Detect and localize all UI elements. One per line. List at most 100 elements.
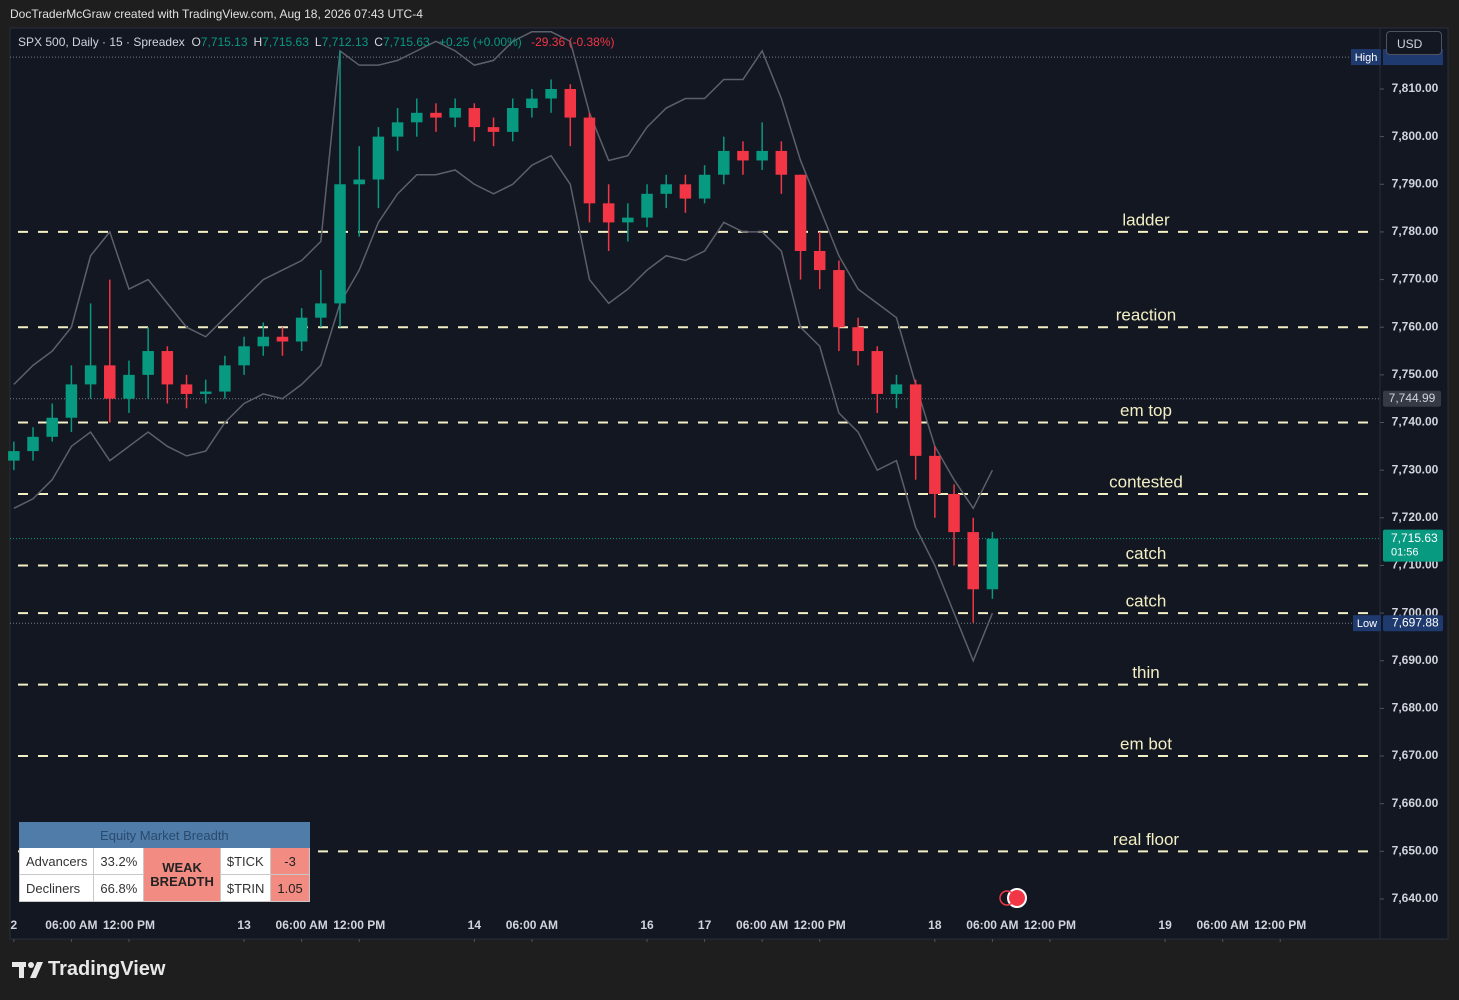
level-label: em top [1120, 401, 1172, 420]
currency-button[interactable]: USD [1386, 31, 1442, 55]
ohlc-key: O [191, 35, 201, 49]
cell: -3 [270, 847, 310, 875]
y-tick-label: 7,640.00 [1392, 891, 1439, 905]
level-label: catch [1126, 544, 1167, 563]
x-tick-label: 13 [237, 918, 251, 932]
ohlc-key: L [314, 35, 322, 49]
candle-body [756, 150, 768, 161]
candle-body [506, 108, 519, 132]
candle-body [142, 351, 154, 375]
chart-background [9, 27, 1449, 940]
cell: Decliners [18, 874, 95, 902]
change: +0.25 (+0.00%) [439, 35, 522, 49]
legend: SPX 500, Daily · 15 · Spreadex O7,715.13… [18, 35, 614, 49]
candle-body [545, 88, 557, 99]
price-badge [1383, 529, 1443, 562]
candle-body [641, 193, 653, 218]
candle-body [449, 108, 461, 118]
cell: Advancers [18, 847, 95, 875]
cell: 66.8% [93, 874, 145, 902]
y-tick-label: 7,720.00 [1392, 510, 1439, 524]
x-tick-label: 06:00 AM [45, 918, 97, 932]
x-tick-label: 18 [928, 918, 942, 932]
x-tick-label: 06:00 AM [506, 918, 558, 932]
candle-body [84, 365, 97, 385]
candle-body [199, 391, 212, 394]
ohlc-value: 7,715.13 [200, 35, 248, 49]
candle-body [794, 174, 807, 251]
candle-body [391, 122, 404, 137]
y-tick-label: 7,800.00 [1392, 129, 1439, 143]
tag-label: High [1355, 52, 1378, 64]
ohlc-value: 7,715.63 [262, 35, 309, 49]
y-tick-label: 7,670.00 [1392, 748, 1439, 762]
x-tick-label: 19 [1158, 918, 1172, 932]
candle-body [813, 250, 826, 271]
candle-body [430, 112, 442, 118]
y-tick-label: 7,780.00 [1392, 224, 1439, 238]
price-badge-label: 7,697.88 [1392, 615, 1439, 629]
x-tick-label: 06:00 AM [276, 918, 328, 932]
y-tick-label: 7,660.00 [1392, 796, 1439, 810]
price-badge [1383, 615, 1443, 632]
y-tick-label: 7,730.00 [1392, 462, 1439, 476]
price-badge-label: 7,715.63 [1391, 531, 1438, 545]
ohlc-value: 7,712.13 [321, 35, 369, 49]
level-label: catch [1126, 592, 1167, 611]
candle-body [564, 88, 577, 118]
candle-body [104, 365, 116, 399]
ohlc-key: H [253, 35, 263, 49]
candle-body [583, 117, 596, 204]
x-tick-label: 06:00 AM [966, 918, 1018, 932]
candle-body [46, 417, 58, 437]
candle-body [334, 184, 346, 304]
level-label: reaction [1116, 306, 1176, 325]
level-label: contested [1109, 472, 1183, 491]
price-badge [1383, 390, 1441, 407]
day-change: -29.36 (-0.38%) [531, 35, 615, 49]
candle-body [123, 374, 135, 399]
candle-body [295, 317, 308, 342]
event-icon[interactable] [999, 890, 1015, 906]
table-title: Equity Market Breadth [19, 822, 310, 848]
brand-logo [12, 962, 43, 978]
candle-body [411, 112, 423, 123]
candle-body [353, 179, 365, 185]
countdown: 01:56 [1391, 547, 1419, 559]
y-tick-label: 7,680.00 [1392, 701, 1439, 715]
y-tick-label: 7,650.00 [1392, 844, 1439, 858]
cell: $TICK [219, 847, 272, 875]
ohlc: O7,715.13 H7,715.63 L7,712.13 C7,715.63 [191, 35, 435, 49]
candle-body [180, 384, 193, 394]
x-tick-label: 17 [698, 918, 712, 932]
candle-body [622, 217, 634, 223]
ohlc-key: C [374, 35, 383, 49]
candle-body [27, 436, 39, 452]
cell: $TRIN [219, 874, 272, 902]
cell: 1.05 [270, 874, 310, 902]
tag [1353, 615, 1381, 632]
band-line [13, 31, 994, 510]
candle-body [929, 455, 941, 494]
candle-body [909, 384, 922, 456]
candle-body [161, 351, 174, 385]
brand: TradingView [48, 958, 166, 980]
candle-body [276, 336, 289, 342]
candle-body [718, 150, 730, 175]
candle-body [487, 127, 500, 132]
y-tick-label: 7,750.00 [1392, 367, 1439, 381]
candle-body [833, 270, 845, 328]
tag [1351, 49, 1381, 66]
candle-body [8, 451, 20, 461]
x-tick-label: 12:00 PM [794, 918, 846, 932]
level-label: em bot [1120, 735, 1172, 754]
candle-body [526, 98, 538, 109]
candle-body [890, 384, 903, 394]
candle-body [775, 150, 788, 175]
candle-body [967, 532, 979, 590]
candle-body [660, 184, 672, 194]
y-tick-label: 7,690.00 [1392, 653, 1439, 667]
candle-body [238, 346, 250, 366]
